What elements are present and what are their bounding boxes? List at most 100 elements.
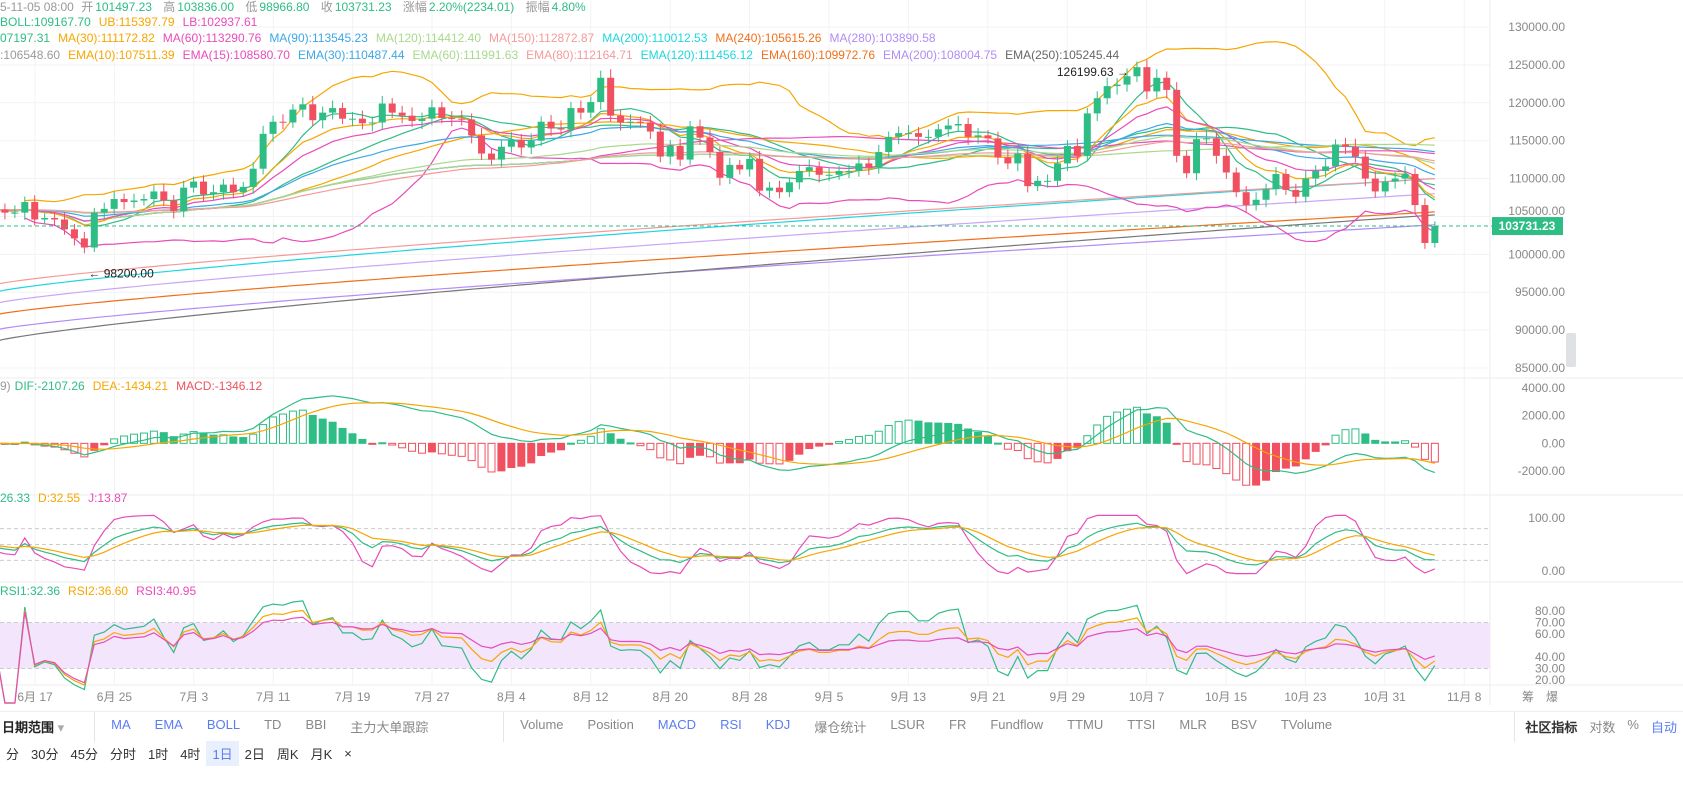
sub-item[interactable]: Fundflow [990,717,1044,732]
date-range-dropdown[interactable]: 日期范围 ▾ [0,717,76,736]
main-item[interactable]: MA [111,717,131,732]
rsi-band [0,622,1490,669]
timeframes-item[interactable]: 2日 [244,746,265,762]
candle-body [706,137,714,153]
chart-canvas[interactable]: 130000.00 125000.00 120000.00 115000.00 1100… [0,0,1683,710]
right-item[interactable]: 对数 [1589,720,1616,735]
macd-bar [100,442,109,446]
datetime: 5-11-05 08:00 [0,0,74,14]
candle-body [150,191,158,200]
candle-body [875,152,883,168]
ma-item: MA(90):113545.23 [269,31,368,45]
ema-item: EMA(60):111991.63 [412,48,519,62]
sub-item[interactable]: TVolume [1280,717,1333,732]
main-item[interactable]: BBI [305,717,327,732]
macd-bar [368,442,377,445]
main-item[interactable]: EMA [154,717,183,732]
macd-bar [1410,442,1419,448]
candle-body [914,133,922,137]
kdj-d: D:32.55 [38,491,81,505]
sub-item[interactable]: BSV [1230,717,1257,732]
macd-bar [477,442,486,468]
sub-item[interactable]: 爆仓统计 [814,720,867,735]
macd-dea-line [0,402,1435,466]
macd-bar [1003,442,1012,450]
sub-item[interactable]: MACD [657,717,697,732]
macd-bar [1123,408,1132,444]
sub-item[interactable]: Volume [520,717,564,732]
timeframes-item[interactable]: 分 [6,746,20,762]
macd-bar [1351,428,1360,444]
candle-body [1312,170,1320,179]
boll-item: LB:102937.61 [182,15,258,29]
right-item[interactable]: % [1627,717,1639,732]
timeframes-item[interactable]: 4时 [180,746,201,762]
timeframes-item[interactable]: 月K [310,746,333,762]
candle-body [736,164,744,170]
kdj-k: 26.33 [0,491,31,505]
candle-body [418,118,426,121]
right-item[interactable]: 自动 [1650,720,1677,735]
rsi-tick: 20.00 [1535,673,1565,687]
macd-bar [328,421,337,444]
macd-bar [1023,442,1032,460]
right-item[interactable]: 社区指标 [1525,720,1578,735]
change-label: 涨幅 [402,0,427,14]
axis-corner-label: 爆 [1546,690,1558,704]
main-item[interactable]: TD [264,717,282,732]
sub-item[interactable]: FR [949,717,967,732]
candle-body [527,140,535,148]
candle-body [1391,178,1399,182]
sub-item[interactable]: Position [587,717,634,732]
candle-body [61,219,69,230]
timeframes-item[interactable]: × [344,745,352,761]
sub-item[interactable]: LSUR [890,717,926,732]
candle-body [348,118,356,120]
timeframes-item[interactable]: 分时 [109,746,136,762]
date-tick: 8月 28 [732,690,768,704]
price-tick: 100000.00 [1508,247,1565,261]
price-tick: 125000.00 [1508,58,1565,72]
candle-body [1202,138,1210,140]
candle-body [517,139,525,148]
macd-bar [586,435,595,444]
sub-item[interactable]: MLR [1179,717,1207,732]
candle-body [984,135,992,139]
macd-bar [398,442,407,449]
sub-item[interactable]: KDJ [765,717,791,732]
ma-item: MA(200):110012.53 [602,31,708,45]
candle-body [408,115,416,121]
date-tick: 7月 27 [414,690,450,704]
sub-item[interactable]: TTMU [1067,717,1104,732]
macd-bar [775,442,784,465]
timeframes-item[interactable]: 1时 [147,746,169,762]
macd-bar [1341,429,1350,444]
main-item[interactable]: BOLL [206,717,241,732]
long-ma-line [0,211,1435,315]
macd-bar [547,442,556,453]
timeframes-item[interactable]: 1日 [206,740,239,766]
price-tick: 105000.00 [1508,204,1565,218]
macd-bar [854,435,863,444]
candle-body [607,77,615,116]
macd-bar [1391,441,1400,444]
timeframes-item[interactable]: 周K [276,746,299,762]
timeframes-item[interactable]: 30分 [31,746,59,762]
macd-bar [1192,442,1201,465]
macd-bar [308,414,317,444]
divider [1514,711,1516,742]
price-axis-scroll-handle[interactable] [1566,333,1576,367]
price-tick: 130000.00 [1508,20,1565,34]
candle-body [1262,189,1270,200]
macd-bar [924,422,933,444]
macd-bar [1202,442,1211,466]
sub-item[interactable]: RSI [720,717,742,732]
main-item[interactable]: 主力大单跟踪 [350,720,429,735]
long-ma-line [0,178,1435,292]
macd-bar [487,442,496,473]
price-tick: 85000.00 [1515,361,1565,375]
macd-bar [318,418,327,444]
macd-bar [80,442,89,458]
timeframes-item[interactable]: 45分 [70,746,98,762]
sub-item[interactable]: TTSI [1127,717,1156,732]
